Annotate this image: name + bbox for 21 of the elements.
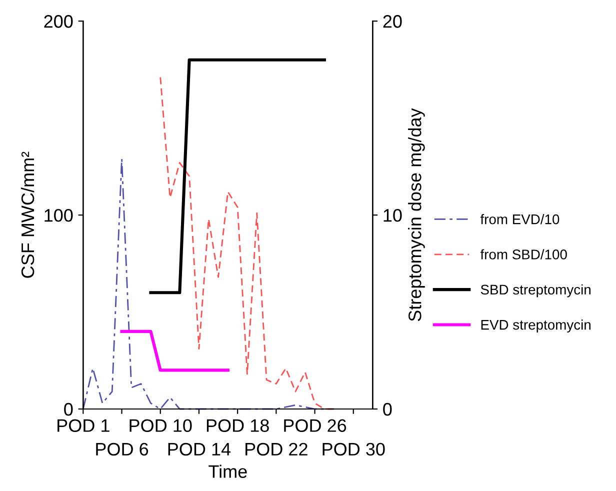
legend-label: SBD streptomycin <box>480 284 590 298</box>
x-tick-label: POD 22 <box>246 442 308 456</box>
x-tick-label: POD 1 <box>58 419 110 432</box>
legend-label: EVD streptomycin <box>481 320 590 332</box>
y2-tick-label: 0 <box>383 402 392 416</box>
legend-label: from EVD/10 <box>480 214 560 224</box>
x-tick-label: POD 26 <box>284 419 346 432</box>
y2-tick-label: 10 <box>384 208 402 222</box>
y-axis-title: CSF MWC/mm² <box>20 152 34 278</box>
x-tick-label: POD 10 <box>130 419 192 432</box>
y2-tick-label: 20 <box>383 15 402 28</box>
y-tick-label: 100 <box>44 208 73 222</box>
y-tick-label: 0 <box>64 402 73 416</box>
y2-axis-title: Streptomycin dose mg/day <box>408 108 425 322</box>
y-tick-label: 200 <box>44 15 73 28</box>
legend-label: from SBD/100 <box>480 249 567 260</box>
x-tick-label: POD 14 <box>168 442 231 456</box>
x-tick-label: POD 6 <box>96 442 148 456</box>
x-tick-label: POD 18 <box>206 419 269 432</box>
x-axis-title: Time <box>208 464 247 478</box>
x-tick-label: POD 30 <box>322 442 385 456</box>
